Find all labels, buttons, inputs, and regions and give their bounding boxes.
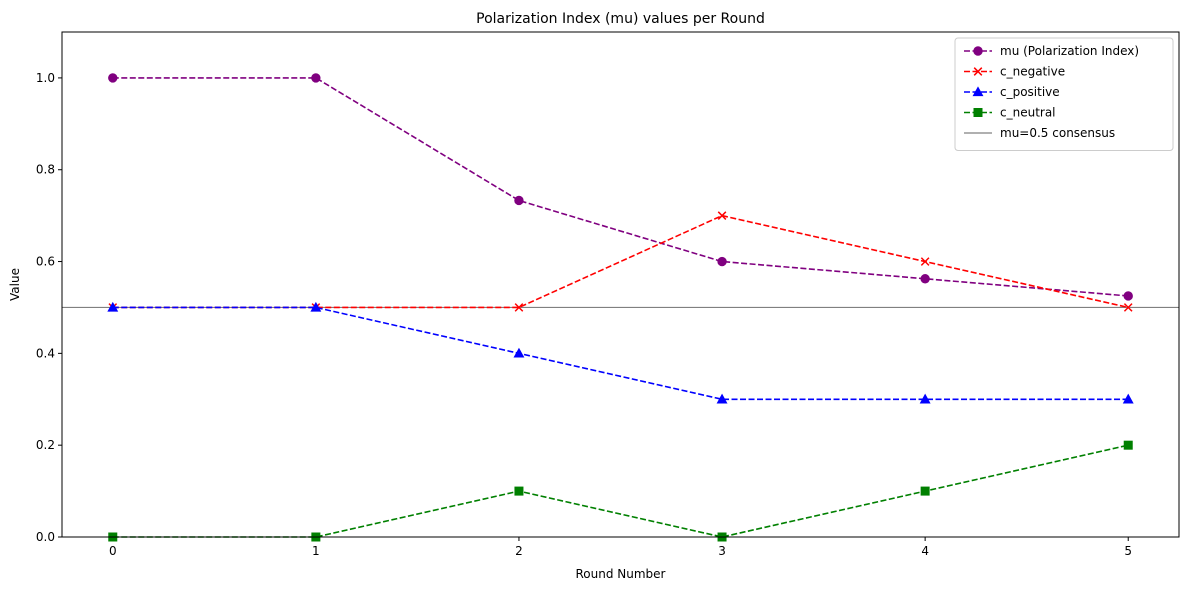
legend-marker <box>973 108 983 117</box>
legend-label: c_positive <box>1000 85 1060 99</box>
data-point <box>920 274 930 284</box>
data-point <box>717 211 727 220</box>
x-tick-label: 1 <box>312 544 320 558</box>
data-point <box>920 257 930 266</box>
data-point <box>310 301 322 312</box>
data-point <box>108 73 118 83</box>
series-line <box>112 77 1129 297</box>
data-point <box>1123 303 1133 312</box>
legend-label: c_neutral <box>1000 106 1056 120</box>
chart-title: Polarization Index (mu) values per Round <box>476 11 765 27</box>
series-line <box>112 306 1129 401</box>
data-point <box>1123 440 1133 450</box>
data-point <box>920 486 930 496</box>
y-axis-title: Value <box>8 268 22 301</box>
y-tick-label: 0.4 <box>36 346 55 360</box>
legend-marker <box>973 67 983 76</box>
y-tick-label: 0.2 <box>36 438 55 452</box>
x-tick-label: 4 <box>921 544 929 558</box>
data-point <box>514 195 524 206</box>
x-tick-label: 0 <box>109 544 117 558</box>
y-tick-label: 0.6 <box>36 255 55 269</box>
legend-label: c_negative <box>1000 65 1065 79</box>
x-axis-title: Round Number <box>576 567 666 581</box>
x-tick-label: 5 <box>1124 544 1132 558</box>
legend-marker <box>972 86 984 97</box>
data-point <box>514 303 524 312</box>
legend: mu (Polarization Index) c_negative c_posit… <box>954 37 1174 151</box>
legend-label: mu (Polarization Index) <box>1000 44 1139 58</box>
data-point <box>107 301 119 312</box>
legend-box <box>954 37 1174 151</box>
data-point <box>513 347 525 358</box>
data-point <box>1122 393 1134 404</box>
plot-area: 0 1 2 3 4 5 0.0 0.2 0.4 0.6 0.8 1.0 <box>36 31 1180 558</box>
series-line <box>112 444 1129 538</box>
y-tick-label: 0.8 <box>36 163 55 177</box>
data-point <box>311 73 321 83</box>
data-point <box>919 393 931 404</box>
x-tick-label: 2 <box>515 544 523 558</box>
x-tick-label: 3 <box>718 544 726 558</box>
y-tick-label: 0.0 <box>36 530 55 544</box>
data-point <box>717 256 727 267</box>
series-line <box>112 214 1129 309</box>
data-point <box>716 393 728 404</box>
data-point <box>1123 291 1133 301</box>
legend-marker <box>973 46 983 56</box>
plot-frame <box>61 31 1180 538</box>
legend-label: mu=0.5 consensus <box>1000 126 1115 140</box>
y-tick-label: 1.0 <box>36 71 55 85</box>
data-point <box>514 486 524 496</box>
